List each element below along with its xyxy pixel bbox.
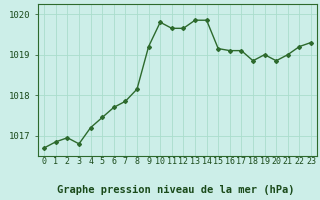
Text: Graphe pression niveau de la mer (hPa): Graphe pression niveau de la mer (hPa) [57,185,295,195]
